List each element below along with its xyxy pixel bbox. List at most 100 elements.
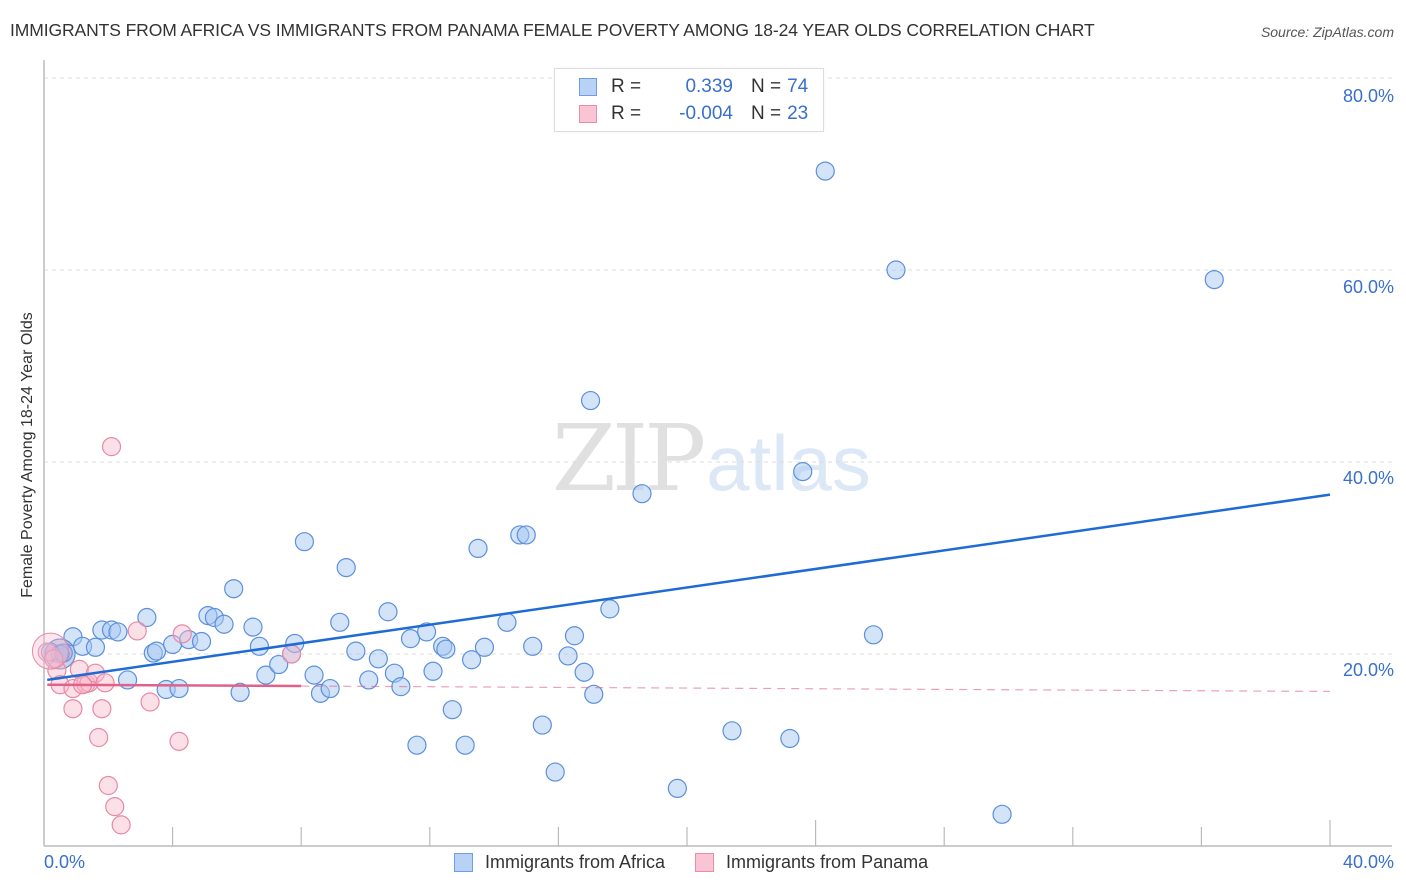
data-point [256,665,276,685]
legend-row-africa: R = 0.339 N = 74 [579,75,808,99]
data-point [407,735,427,755]
data-point [127,621,147,641]
data-point [111,815,131,835]
data-point [169,731,189,751]
source-label: Source: ZipAtlas.com [1260,24,1394,40]
data-point [423,661,443,681]
data-point [400,629,421,649]
panama-swatch-icon [579,105,597,123]
data-point [886,260,906,280]
data-point [516,525,536,545]
data-point [632,484,652,504]
data-point [378,602,398,622]
data-point [584,684,604,704]
data-point [243,617,263,637]
data-point [359,670,379,690]
n-value: 23 [787,103,809,124]
n-value: 74 [787,76,809,97]
data-point [523,636,543,656]
data-point [545,762,565,782]
x-tick-0: 0.0% [44,852,86,872]
panama-trend-line [47,683,302,688]
data-point [580,390,601,411]
y-tick-40: 40.0% [1342,468,1394,488]
data-point [105,797,125,817]
data-point [172,624,192,644]
data-point [44,649,64,669]
data-point [146,641,167,661]
panama-legend-swatch-icon [695,853,715,872]
data-point [85,637,106,657]
data-point [532,715,552,735]
correlation-legend: R = 0.339 N = 74 R = -0.004 N = 23 [554,68,824,132]
data-point [108,622,128,642]
data-point [330,612,350,632]
data-point [497,612,517,632]
r-label: R = [611,76,642,97]
data-point [95,673,115,693]
data-point [137,607,157,628]
y-tick-80: 80.0% [1342,86,1394,106]
data-point [281,644,302,664]
data-point [992,804,1012,824]
data-point [368,649,388,669]
africa-legend-swatch-icon [454,853,473,872]
data-point [474,637,495,657]
data-point [294,532,315,552]
gridlines [44,77,1392,655]
panama-trend-line-extrapolated [301,685,1331,693]
data-point [558,646,578,666]
data-point [304,665,324,685]
data-point [455,735,475,755]
r-value: -0.004 [679,103,733,124]
data-point [214,614,234,634]
data-point [92,699,112,719]
legend-label-africa: Immigrants from Africa [485,852,666,872]
data-point [468,538,488,559]
legend-label-panama: Immigrants from Panama [726,852,929,872]
y-axis-label: Female Poverty Among 18-24 Year Olds [19,312,36,598]
data-point [780,728,800,749]
data-point [320,678,340,699]
n-label: N = [751,76,782,97]
legend-item-panama[interactable]: Immigrants from Panama [695,852,928,873]
data-point [1204,270,1224,290]
data-point [98,775,118,796]
data-point [249,636,270,656]
data-point [346,641,366,661]
data-point [815,161,835,181]
data-point [461,650,482,670]
data-point [574,662,594,682]
y-tick-60: 60.0% [1342,277,1394,297]
r-label: R = [611,103,642,124]
data-point [230,682,250,703]
data-point [169,678,189,699]
legend-item-africa[interactable]: Immigrants from Africa [454,852,665,873]
trend-lines [47,493,1331,693]
x-tick-40: 40.0% [1342,852,1394,872]
data-point [191,631,212,652]
y-tick-20: 20.0% [1342,660,1394,680]
data-point [336,557,356,578]
data-point [436,639,456,659]
data-point [140,692,160,712]
africa-swatch-icon [579,78,597,96]
data-point [564,626,585,646]
data-point [863,625,884,645]
data-point [269,654,289,675]
data-point [793,462,813,482]
data-point [667,778,687,799]
r-value: 0.339 [685,76,733,97]
africa-trend-line [47,493,1331,682]
series-legend: Immigrants from Africa Immigrants from P… [454,852,958,873]
data-point [722,721,742,741]
series-africa-points [40,161,1224,824]
data-point [416,622,437,642]
data-point [442,700,462,720]
chart-title: IMMIGRANTS FROM AFRICA VS IMMIGRANTS FRO… [10,20,1095,40]
data-point [600,599,620,619]
data-point [63,699,83,719]
data-point [224,579,244,599]
legend-row-panama: R = -0.004 N = 23 [579,102,808,126]
n-label: N = [751,103,782,124]
